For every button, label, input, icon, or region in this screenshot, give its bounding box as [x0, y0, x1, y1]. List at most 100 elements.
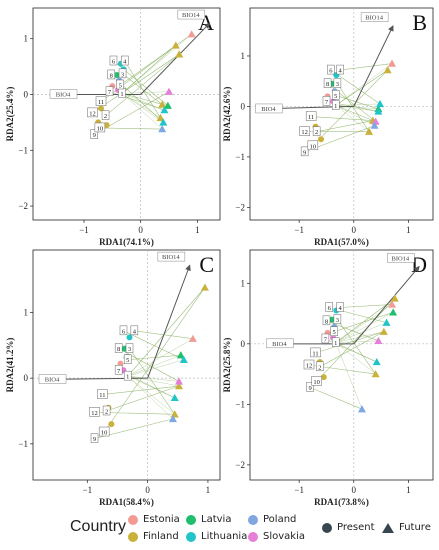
future-point	[179, 355, 188, 363]
site-label: 3	[336, 317, 339, 324]
site-label: 11	[312, 350, 318, 357]
finland-swatch	[128, 531, 138, 542]
site-label: 8	[110, 72, 113, 79]
vector-label: BIO4	[56, 91, 71, 98]
site-label-box	[305, 111, 317, 121]
shift-line	[335, 342, 363, 410]
site-label-box	[116, 79, 125, 90]
shift-line	[335, 312, 394, 343]
site-label-box	[300, 146, 309, 157]
shift-line	[102, 385, 180, 395]
latvia-swatch	[186, 514, 196, 525]
slovakia-swatch	[248, 531, 258, 542]
shift-line	[340, 63, 393, 71]
future-point	[188, 334, 197, 342]
x-tick-label: −1	[294, 485, 304, 495]
legend-item-finland: Finland	[128, 531, 179, 542]
vector-label: BIO14	[162, 254, 180, 261]
x-tick-label: 1	[406, 485, 411, 495]
site-label-box	[90, 129, 98, 139]
panel-letter: C	[199, 252, 214, 277]
site-label-box	[107, 69, 115, 80]
panel-letter: B	[412, 10, 427, 35]
site-label: 9	[308, 385, 311, 392]
shift-line	[335, 322, 387, 343]
site-label-box	[114, 365, 123, 375]
plot-frame	[249, 249, 434, 481]
future-point	[374, 107, 383, 115]
legend-item-poland: Poland	[248, 514, 296, 525]
site-label: 6	[329, 68, 333, 75]
site-label-box	[327, 64, 335, 75]
site-label-box	[98, 426, 110, 437]
site-label-box	[307, 140, 319, 151]
site-label-box	[316, 361, 324, 372]
site-label: 4	[339, 68, 343, 75]
lithuania-swatch	[186, 531, 196, 542]
vector-label: BIO4	[272, 341, 287, 348]
shift-line	[121, 54, 180, 94]
shift-line	[335, 105, 376, 122]
future-point	[174, 377, 183, 385]
site-label-box	[125, 343, 134, 353]
site-label-box	[105, 86, 114, 96]
vector-label-box	[255, 103, 283, 114]
present-point	[318, 136, 325, 143]
site-label: 10	[97, 125, 104, 132]
site-label: 7	[117, 368, 121, 375]
x-tick-label: 0	[145, 485, 150, 495]
panel-a: −1 0 110−1−2RDA1(74.1%)RDA2(25.4%)ABIO14BI…	[5, 7, 221, 247]
site-label-box	[332, 100, 340, 110]
site-label-box	[322, 96, 331, 106]
site-label-box	[130, 325, 139, 336]
present-circle-icon	[322, 522, 332, 533]
site-label-box	[95, 96, 107, 106]
site-label-box	[332, 90, 340, 100]
site-label-box	[118, 68, 127, 79]
future-point	[388, 59, 397, 67]
site-label: 3	[128, 346, 131, 353]
shift-line	[335, 298, 395, 343]
y-tick-label: −2	[18, 201, 28, 211]
y-tick-label: 0	[24, 373, 29, 383]
future-point	[371, 117, 380, 125]
legend-item-latvia: Latvia	[186, 514, 231, 525]
site-label: 12	[301, 129, 308, 136]
shift-line	[127, 354, 181, 377]
site-label-box	[123, 354, 132, 364]
vector-arrow	[353, 25, 394, 107]
shift-line	[319, 331, 384, 368]
legend-label-slovakia: Slovakia	[263, 531, 305, 542]
shift-line	[315, 331, 384, 354]
site-label: 11	[99, 392, 105, 399]
future-point	[176, 351, 185, 359]
legend-item-slovakia: Slovakia	[248, 531, 305, 542]
site-label-box	[321, 333, 330, 344]
site-label-box	[97, 389, 108, 399]
site-label: 2	[318, 364, 321, 371]
shift-line	[127, 375, 175, 415]
site-label-box	[330, 326, 338, 336]
shift-line	[118, 348, 180, 382]
shift-line	[121, 93, 161, 119]
site-label: 6	[122, 328, 126, 335]
legend-label-present: Present	[337, 522, 375, 533]
future-point	[168, 414, 177, 423]
y-tick-label: 1	[24, 307, 29, 317]
x-tick-label: −1	[294, 225, 304, 235]
shift-line	[335, 304, 393, 343]
shift-line	[335, 340, 379, 343]
site-label-box	[303, 359, 315, 370]
shift-line	[124, 60, 161, 119]
site-label-box	[102, 405, 111, 416]
vector-label-box	[387, 253, 415, 263]
future-point	[372, 357, 381, 366]
legend-label-poland: Poland	[263, 514, 297, 525]
future-point	[170, 393, 179, 402]
y-tick-label: 0	[241, 101, 246, 111]
shift-line	[335, 342, 377, 363]
site-label: 2	[104, 113, 107, 120]
site-label: 12	[91, 410, 98, 417]
shift-line	[309, 387, 363, 410]
site-label-box	[336, 64, 344, 75]
